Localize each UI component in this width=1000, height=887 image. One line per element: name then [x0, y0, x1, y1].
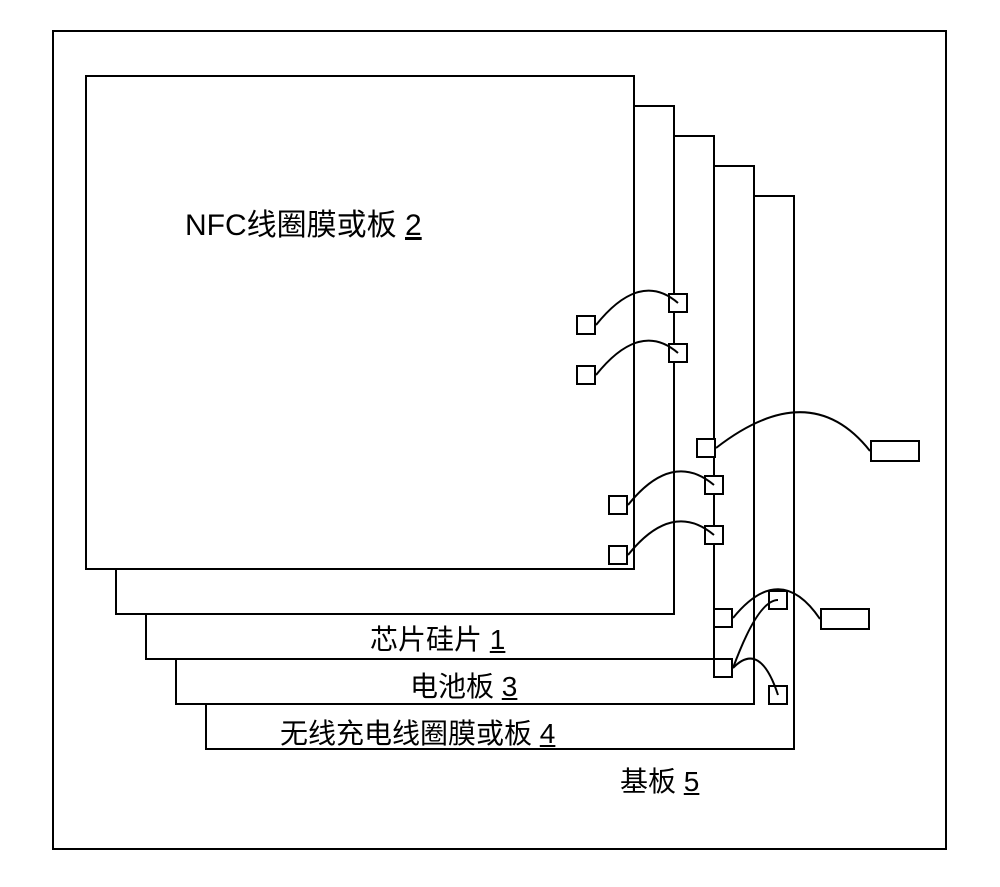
layer-nfc: [85, 75, 635, 570]
pad-p10: [713, 608, 733, 628]
pad-p3: [668, 293, 688, 313]
label-chip: 芯片硅片 1: [370, 618, 505, 658]
pad-p13: [768, 685, 788, 705]
ext-pad-e2: [820, 608, 870, 630]
pad-p7: [608, 545, 628, 565]
pad-p5: [696, 438, 716, 458]
label-nfc: NFC线圈膜或板 2: [185, 200, 422, 244]
pad-p8: [704, 475, 724, 495]
pad-p1: [576, 315, 596, 335]
pad-p6: [608, 495, 628, 515]
label-batt: 电池板 3: [410, 665, 517, 705]
pad-p4: [668, 343, 688, 363]
pad-p11: [713, 658, 733, 678]
label-wcoil: 无线充电线圈膜或板 4: [280, 712, 555, 752]
pad-p9: [704, 525, 724, 545]
pad-p2: [576, 365, 596, 385]
ext-pad-e1: [870, 440, 920, 462]
pad-p12: [768, 590, 788, 610]
label-base: 基板 5: [620, 760, 699, 800]
